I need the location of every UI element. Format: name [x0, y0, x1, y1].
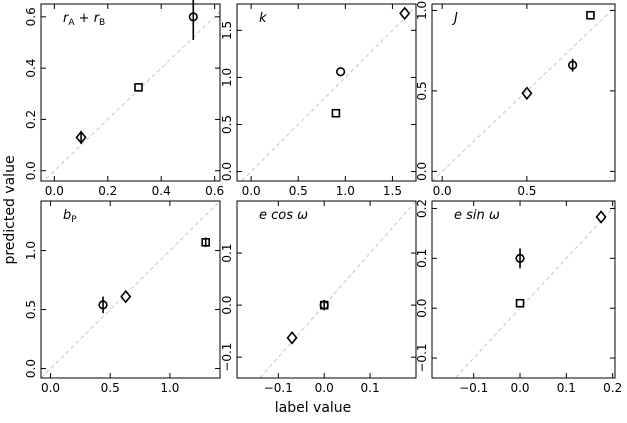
y-tick-label: 0.5	[220, 115, 234, 134]
x-tick-label: −0.1	[264, 381, 293, 395]
y-tick-label: 0.1	[220, 244, 234, 263]
x-axis-title: label value	[275, 400, 352, 416]
y-tick-label: 0.0	[220, 162, 234, 181]
x-tick-label: 0.0	[45, 184, 64, 198]
plot-frame	[431, 200, 616, 379]
y-axis-title: predicted value	[2, 155, 18, 264]
panel-4: 0.0 0.5 1.0 0.0 0.5 1.0 bP	[24, 200, 221, 395]
x-tick-label: 0.5	[289, 184, 308, 198]
diamond-marker	[595, 210, 607, 224]
diamond-marker	[521, 86, 533, 101]
panel-label: k	[259, 11, 267, 26]
circle-marker	[188, 12, 198, 22]
x-tick-label: −0.1	[459, 381, 488, 395]
y-tick-label: 0.0	[415, 299, 429, 318]
circle-marker	[568, 60, 578, 70]
x-tick-label: 1.5	[383, 184, 402, 198]
panel-label: bP	[63, 208, 77, 225]
square-marker	[319, 300, 329, 310]
diamond-marker	[286, 331, 298, 345]
panel-2: 0.0 0.5 1.0 1.5 0.0 0.5 1.0 1.5 k	[220, 3, 417, 198]
panels-group: 0.0 0.2 0.4 0.6 0.0 0.2 0.4 0.6 rA + rB 0.0 0.5 1.0…	[24, 0, 622, 395]
y-tick-label: 0.5	[415, 81, 429, 100]
y-tick-label: 0.0	[220, 296, 234, 315]
panel-1: 0.0 0.2 0.4 0.6 0.0 0.2 0.4 0.6 rA + rB	[24, 0, 224, 198]
x-tick-label: 0.1	[361, 381, 380, 395]
y-tick-label: 0.0	[24, 359, 38, 378]
x-tick-label: 0.0	[242, 184, 261, 198]
x-tick-label: 0.0	[41, 381, 60, 395]
diamond-marker	[75, 130, 87, 145]
square-marker	[331, 108, 341, 118]
square-marker	[201, 238, 210, 247]
identity-line	[241, 6, 416, 181]
identity-line	[432, 6, 615, 181]
x-tick-label: 0.0	[315, 381, 334, 395]
x-tick-label: 0.2	[98, 184, 117, 198]
x-tick-label: 0.0	[510, 381, 529, 395]
panel-3: 0.0 0.5 0.0 0.5 1.0 J	[415, 1, 616, 198]
y-tick-label: 0.2	[24, 110, 38, 129]
square-marker	[515, 298, 525, 308]
x-tick-label: 0.4	[152, 184, 171, 198]
y-tick-label: 0.4	[24, 59, 38, 78]
circle-marker	[336, 67, 346, 77]
plot-frame	[236, 3, 417, 182]
plot-frame	[236, 200, 417, 379]
identity-line	[454, 205, 615, 378]
panel-label: e cos ω	[259, 208, 308, 223]
y-tick-label: 1.5	[220, 21, 234, 40]
y-tick-label: 1.0	[415, 1, 429, 20]
panel-label: e sin ω	[454, 208, 500, 223]
panel-label: J	[451, 11, 458, 26]
x-tick-label: 0.5	[101, 381, 120, 395]
x-tick-label: 1.0	[160, 381, 179, 395]
x-tick-label: 0.5	[517, 184, 536, 198]
y-tick-label: 0.5	[24, 300, 38, 319]
x-tick-label: 0.6	[205, 184, 224, 198]
y-tick-label: 1.0	[220, 68, 234, 87]
panel-5: −0.1 0.0 0.1 −0.1 0.0 0.1 e cos ω	[220, 200, 417, 395]
plot-frame	[40, 3, 221, 182]
square-marker	[586, 10, 595, 20]
identity-line	[42, 11, 220, 181]
y-tick-label: 1.0	[24, 241, 38, 260]
x-tick-label: 0.1	[557, 381, 576, 395]
y-tick-label: −0.1	[415, 343, 429, 372]
x-tick-label: 1.0	[336, 184, 355, 198]
x-tick-label: 0.2	[603, 381, 622, 395]
circle-marker	[515, 253, 525, 263]
y-tick-label: 0.2	[415, 199, 429, 218]
y-tick-label: 0.0	[415, 162, 429, 181]
y-tick-label: 0.1	[415, 249, 429, 268]
y-tick-label: 0.0	[24, 161, 38, 180]
square-marker	[134, 83, 143, 92]
panel-label: rA + rB	[63, 11, 105, 28]
x-tick-label: 0.0	[433, 184, 452, 198]
diamond-marker	[120, 289, 132, 304]
circle-marker	[98, 300, 108, 310]
y-tick-label: 0.6	[24, 7, 38, 26]
panel-6: −0.1 0.0 0.1 0.2 −0.1 0.0 0.1 0.2 e sin ω	[415, 199, 622, 395]
y-tick-label: −0.1	[220, 343, 234, 372]
plot-frame	[40, 200, 221, 379]
plot-frame	[431, 3, 616, 182]
identity-line	[41, 201, 220, 378]
diamond-marker	[399, 6, 411, 21]
